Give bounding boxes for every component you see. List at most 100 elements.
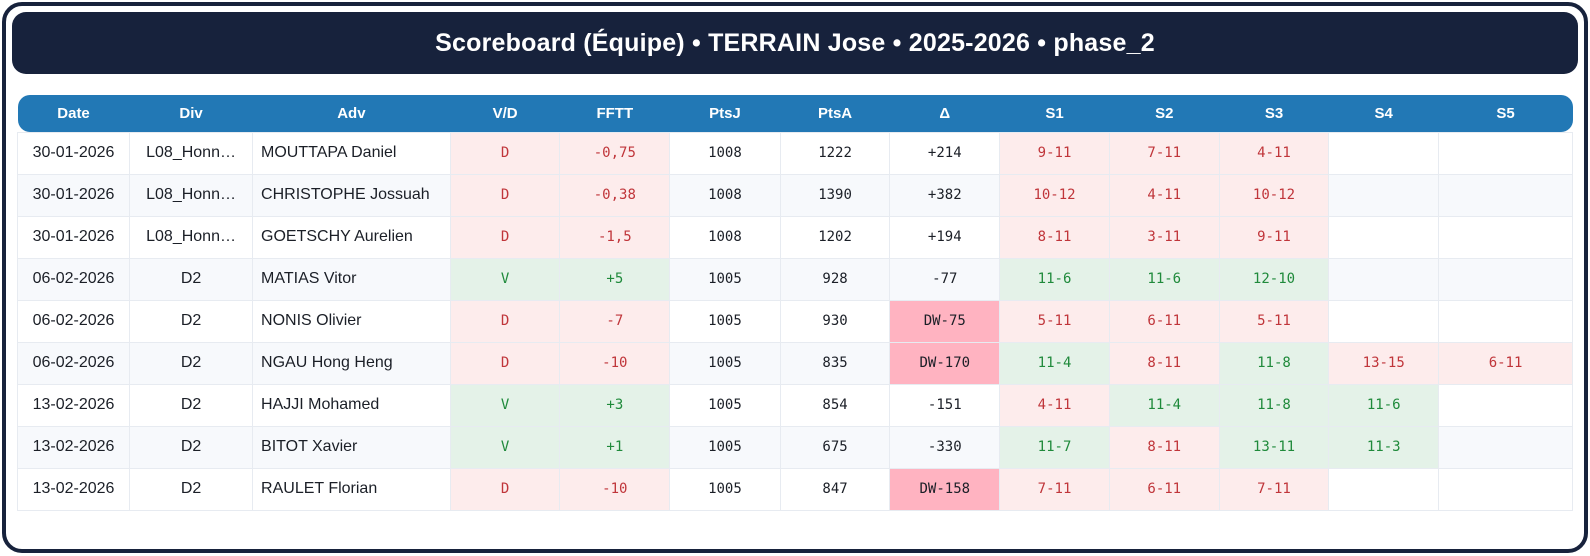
ptsj-cell: 1005 [669,299,781,343]
set-score-cell-s1: 11-6 [999,257,1110,301]
set-score-cell-s4 [1328,257,1440,301]
table-row: 13-02-2026 D2 RAULET Florian D -10 1005 847 DW-… [16,467,1573,511]
fftt-points-cell: +1 [559,425,671,469]
date-cell: 06-02-2026 [16,341,131,385]
delta-cell: -151 [889,383,1001,427]
result-cell: D [449,341,561,385]
division-cell: D2 [129,299,254,343]
result-cell: D [449,299,561,343]
table-row: 13-02-2026 D2 HAJJI Mohamed V +3 1005 854 -151 4… [16,383,1573,427]
set-score-cell-s3: 11-8 [1218,341,1330,385]
set-score-cell-s2: 8-11 [1108,425,1220,469]
date-cell: 30-01-2026 [16,173,131,217]
adversary-cell: BITOT Xavier [252,425,451,469]
ptsa-cell: 847 [779,467,891,511]
set-score-cell-s1: 11-4 [999,341,1110,385]
table-row: 30-01-2026 L08_Honn… MOUTTAPA Daniel D -0,75… [16,131,1573,175]
column-header-adv: Adv [252,95,451,132]
division-cell: L08_Honn… [129,215,254,259]
ptsj-cell: 1008 [669,215,781,259]
column-header-s4: S4 [1328,95,1439,132]
page-title: Scoreboard (Équipe) • TERRAIN Jose • 202… [435,28,1155,57]
set-score-cell-s3: 9-11 [1218,215,1330,259]
adversary-cell: GOETSCHY Aurelien [252,215,451,259]
table-row: 30-01-2026 L08_Honn… GOETSCHY Aurelien D -1,… [16,215,1573,259]
result-cell: D [449,215,561,259]
adversary-cell: MOUTTAPA Daniel [252,131,451,175]
set-score-cell-s2: 11-6 [1108,257,1220,301]
set-score-cell-s5 [1438,215,1573,259]
division-cell: D2 [129,467,254,511]
set-score-cell-s2: 6-11 [1108,299,1220,343]
date-cell: 13-02-2026 [16,425,131,469]
ptsj-cell: 1005 [669,383,781,427]
set-score-cell-s2: 8-11 [1108,341,1220,385]
set-score-cell-s4 [1328,131,1440,175]
set-score-cell-s2: 3-11 [1108,215,1220,259]
date-cell: 13-02-2026 [16,467,131,511]
adversary-cell: HAJJI Mohamed [252,383,451,427]
set-score-cell-s2: 6-11 [1108,467,1220,511]
set-score-cell-s5: 6-11 [1438,341,1573,385]
table-row: 06-02-2026 D2 NONIS Olivier D -7 1005 930 DW-75… [16,299,1573,343]
fftt-points-cell: -10 [559,341,671,385]
date-cell: 06-02-2026 [16,299,131,343]
column-header-ptsa: PtsA [780,95,890,132]
set-score-cell-s1: 7-11 [999,467,1110,511]
set-score-cell-s3: 10-12 [1218,173,1330,217]
division-cell: L08_Honn… [129,131,254,175]
division-cell: D2 [129,425,254,469]
set-score-cell-s5 [1438,467,1573,511]
set-score-cell-s3: 13-11 [1218,425,1330,469]
ptsj-cell: 1008 [669,173,781,217]
set-score-cell-s4: 11-6 [1328,383,1440,427]
date-cell: 30-01-2026 [16,215,131,259]
ptsa-cell: 1222 [779,131,891,175]
division-cell: D2 [129,341,254,385]
delta-cell: -330 [889,425,1001,469]
set-score-cell-s4: 11-3 [1328,425,1440,469]
set-score-cell-s5 [1438,173,1573,217]
scoreboard-table-container: Date Div Adv V/D FFTT PtsJ PtsA Δ S1 S2 … [16,95,1573,511]
set-score-cell-s3: 11-8 [1218,383,1330,427]
date-cell: 06-02-2026 [16,257,131,301]
table-row: 06-02-2026 D2 MATIAS Vitor V +5 1005 928 -77 11-… [16,257,1573,301]
table-header-row: Date Div Adv V/D FFTT PtsJ PtsA Δ S1 S2 … [17,95,1573,132]
fftt-points-cell: -10 [559,467,671,511]
ptsj-cell: 1005 [669,467,781,511]
date-cell: 30-01-2026 [16,131,131,175]
delta-cell: DW-170 [889,341,1001,385]
table-body: 30-01-2026 L08_Honn… MOUTTAPA Daniel D -0,75… [16,131,1573,511]
result-cell: D [449,467,561,511]
set-score-cell-s1: 5-11 [999,299,1110,343]
set-score-cell-s2: 11-4 [1108,383,1220,427]
set-score-cell-s5 [1438,131,1573,175]
ptsj-cell: 1005 [669,341,781,385]
fftt-points-cell: +5 [559,257,671,301]
set-score-cell-s4 [1328,173,1440,217]
fftt-points-cell: +3 [559,383,671,427]
result-cell: V [449,257,561,301]
fftt-points-cell: -0,75 [559,131,671,175]
ptsa-cell: 1202 [779,215,891,259]
set-score-cell-s1: 10-12 [999,173,1110,217]
result-cell: D [449,173,561,217]
delta-cell: +214 [889,131,1001,175]
division-cell: D2 [129,257,254,301]
column-header-fftt: FFTT [559,95,670,132]
ptsj-cell: 1005 [669,257,781,301]
ptsa-cell: 835 [779,341,891,385]
adversary-cell: NONIS Olivier [252,299,451,343]
column-header-s5: S5 [1438,95,1573,132]
table-row: 06-02-2026 D2 NGAU Hong Heng D -10 1005 835 DW-… [16,341,1573,385]
set-score-cell-s3: 7-11 [1218,467,1330,511]
set-score-cell-s1: 9-11 [999,131,1110,175]
set-score-cell-s2: 7-11 [1108,131,1220,175]
fftt-points-cell: -0,38 [559,173,671,217]
ptsj-cell: 1005 [669,425,781,469]
fftt-points-cell: -7 [559,299,671,343]
set-score-cell-s5 [1438,425,1573,469]
ptsa-cell: 675 [779,425,891,469]
ptsj-cell: 1008 [669,131,781,175]
